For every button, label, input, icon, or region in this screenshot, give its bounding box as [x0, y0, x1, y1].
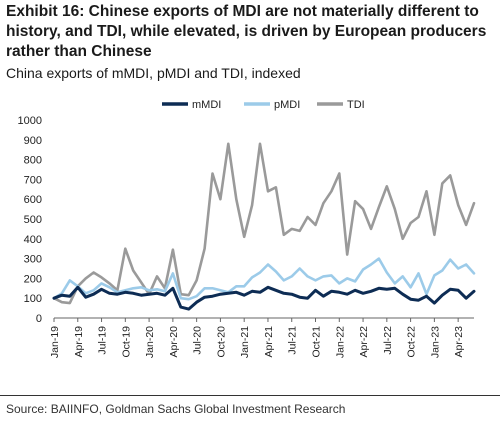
line-chart: mMDI pMDI TDI 0 100 200 300 400 500 600 700 800 900…	[18, 99, 476, 358]
source-note: Source: BAIINFO, Goldman Sachs Global In…	[6, 402, 346, 416]
x-tick-label: Jan-20	[144, 326, 156, 358]
y-tick-label: 100	[24, 293, 42, 305]
x-tick-label: Oct-21	[311, 326, 323, 358]
y-tick-label: 400	[24, 234, 42, 246]
series-line-pmdi	[52, 257, 476, 301]
y-tick-label: 800	[24, 155, 42, 167]
x-tick-label: Oct-22	[406, 326, 418, 358]
x-tick-label: Apr-21	[263, 326, 275, 358]
y-tick-label: 300	[24, 254, 42, 266]
legend-label-mmdi: mMDI	[192, 99, 221, 111]
x-tick-label: Jan-22	[334, 326, 346, 358]
x-tick-label: Apr-19	[73, 326, 85, 358]
legend-label-tdi: TDI	[347, 99, 365, 111]
series-line-mmdi	[52, 285, 476, 311]
y-tick-label: 900	[24, 135, 42, 147]
x-tick-label: Jan-19	[49, 326, 61, 358]
x-tick-label: Apr-23	[453, 326, 465, 358]
x-tick-label: Apr-22	[358, 326, 370, 358]
x-tick-label: Jan-21	[239, 326, 251, 358]
chart-legend: mMDI pMDI TDI	[162, 99, 365, 111]
x-tick-label: Apr-20	[168, 326, 180, 358]
legend-label-pmdi: pMDI	[274, 99, 300, 111]
y-tick-label: 200	[24, 273, 42, 285]
y-tick-label: 0	[36, 313, 42, 325]
x-tick-label: Oct-19	[120, 326, 132, 358]
y-tick-label: 700	[24, 174, 42, 186]
y-tick-label: 500	[24, 214, 42, 226]
chart-subtitle: China exports of mMDI, pMDI and TDI, ind…	[6, 65, 301, 81]
x-axis: Jan-19 Apr-19 Jul-19 Oct-19 Jan-20 Apr-20 Jul-…	[49, 317, 474, 358]
x-tick-label: Jan-23	[429, 326, 441, 358]
series-line-tdi	[52, 142, 476, 305]
y-axis: 0 100 200 300 400 500 600 700 800 900 1000	[18, 115, 42, 325]
x-tick-label: Jul-21	[287, 326, 299, 355]
chart-title: Exhibit 16: Chinese exports of MDI are n…	[6, 3, 487, 60]
series-lines	[52, 142, 476, 311]
x-tick-label: Jul-19	[97, 326, 109, 355]
x-tick-label: Oct-20	[215, 326, 227, 358]
x-tick-label: Jul-20	[192, 326, 204, 355]
footer-divider	[0, 395, 500, 396]
y-tick-label: 1000	[18, 115, 42, 127]
y-tick-label: 600	[24, 194, 42, 206]
x-tick-label: Jul-22	[382, 326, 394, 355]
